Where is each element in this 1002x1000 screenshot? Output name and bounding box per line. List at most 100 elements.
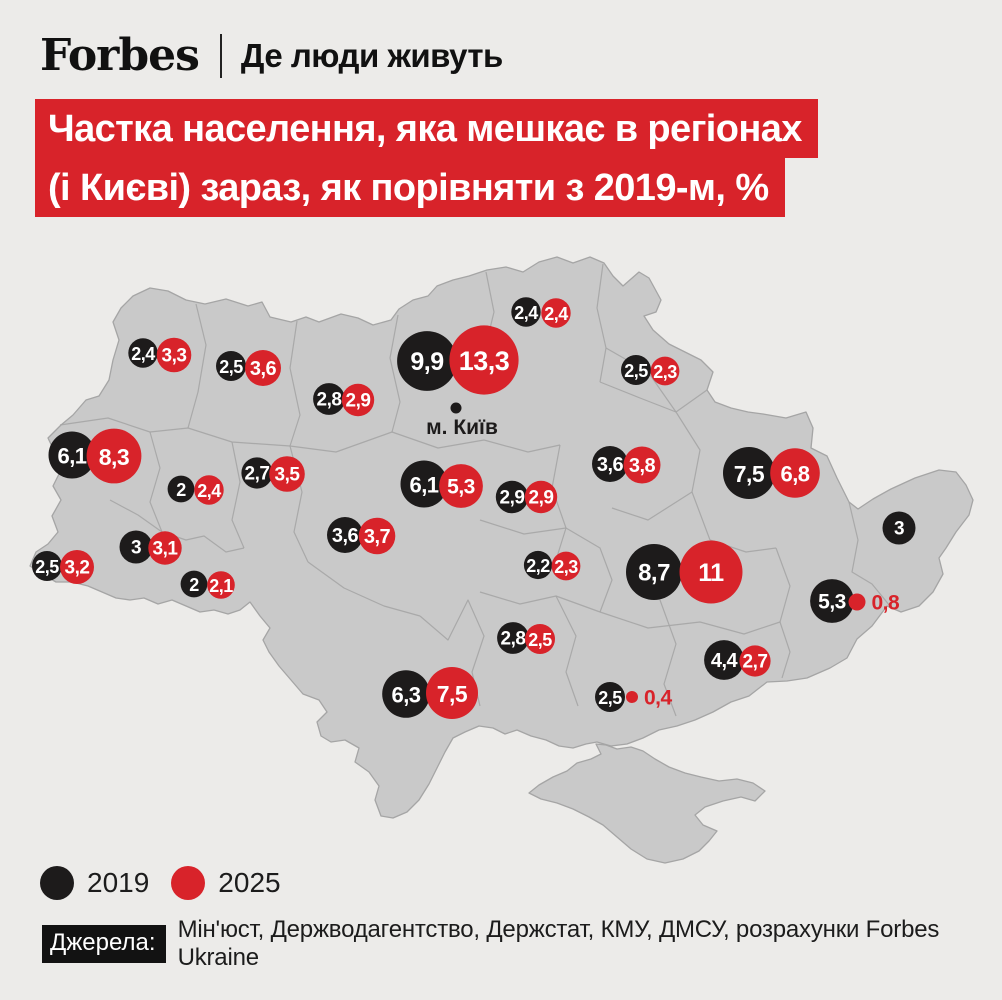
bubble-2025 [551,551,581,581]
region-bubbles: 2,5 3,6 [216,350,281,386]
bubble-2025 [245,350,281,386]
header-tagline: Де люди живуть [240,36,503,74]
bubble-2025 [770,448,820,498]
bubble-2025 [426,667,478,719]
bubble-2025-value: 3,7 [364,526,391,548]
bubble-2025-value: 2,3 [554,557,578,577]
region-bubbles: 2,4 2,4 [511,297,571,328]
region-bubbles: 2,2 2,3 [523,550,581,581]
bubble-2025 [194,475,224,505]
bubble-2019-value: 8,7 [638,560,670,587]
bubble-2025 [60,550,94,584]
bubble-2019-value: 2,8 [317,390,342,411]
bubble-2025-value: 2,9 [346,391,371,412]
region-bubbles: 4,4 2,7 [704,640,771,680]
bubble-2019 [704,640,744,680]
bubble-2019-value: 9,9 [410,348,443,376]
header-divider [219,33,222,78]
region-bubbles: 2,5 3,2 [32,550,94,584]
bubble-2019 [511,297,541,327]
bubble-2019 [241,457,273,489]
kyiv-label: м. Київ [426,416,498,439]
bubble-2019-value: 2,4 [514,303,538,323]
bubble-2019-value: 6,1 [409,473,438,498]
bubble-2019 [32,551,62,581]
bubble-2019 [723,447,775,499]
bubble-2019 [313,383,345,415]
region-bubbles: 3,6 3,8 [592,446,661,484]
region-bubbles: 2,8 2,9 [313,383,375,417]
bubble-2025-value: 6,8 [780,462,809,487]
bubble-2025 [739,645,771,677]
source-label: Джерела: [42,925,166,963]
bubble-2025 [525,624,555,654]
bubble-2025 [148,531,182,565]
bubble-2025 [679,540,743,604]
bubble-2019-value: 2,8 [501,629,526,650]
bubble-2019 [48,431,96,479]
region-bubbles: 2,7 3,5 [241,456,305,492]
bubble-2025 [269,456,305,492]
region-bubbles: 2,5 2,3 [621,355,680,386]
bubble-2019 [810,579,854,623]
bubble-2019-value: 3,6 [597,454,624,476]
forbes-logo: Forbes [40,30,200,81]
bubble-2019 [595,682,625,712]
bubble-2025 [439,464,483,508]
bubble-2025-value: 3,3 [162,346,187,367]
bubble-2025 [358,517,396,555]
bubble-2025 [156,337,192,373]
bubble-2025 [524,480,558,514]
kyiv-dot [450,402,462,414]
bubble-2019 [167,475,195,503]
bubble-2019-value: 5,3 [818,591,846,614]
bubble-2025-value: 3,5 [275,465,301,486]
legend-swatch-2019 [40,866,74,900]
bubble-2019-value: 3 [131,538,141,559]
bubble-2025-value: 0,8 [871,592,900,615]
region-bubbles: 2 2,1 [180,570,235,599]
bubble-2019-value: 2,5 [219,357,243,377]
title-line-1: Частка населення, яка мешкає в регіонах [35,99,818,158]
bubble-2019-value: 2,2 [526,556,550,576]
bubble-2025 [650,356,680,386]
region-bubbles: 2,5 0,4 [595,682,673,712]
bubble-2025-value: 5,3 [447,476,475,499]
bubble-2019-value: 2,5 [598,688,622,708]
region-bubbles: 3 [882,511,916,545]
bubble-2019 [626,544,682,600]
bubble-2025 [449,325,519,395]
bubble-2025-value: 2,1 [209,576,233,596]
bubble-2019 [327,517,363,553]
bubble-2025-value: 3,6 [250,358,277,380]
bubble-2019-value: 3 [894,519,904,540]
bubble-2019 [216,351,246,381]
legend-item-2025: 2025 [171,866,281,900]
bubble-2025-value: 2,9 [529,488,554,509]
bubble-2019-value: 2,5 [35,557,59,577]
bubble-2019-value: 2,7 [245,464,270,485]
bubble-2025-value: 0,4 [644,687,673,710]
region-bubbles: 6,3 7,5 [382,667,478,719]
legend: 2019 2025 [40,866,281,900]
title-line-2: (і Києві) зараз, як порівняти з 2019-м, … [35,158,785,217]
bubble-2019 [180,570,208,598]
region-bubbles: 3 3,1 [119,530,182,565]
title-banner: Частка населення, яка мешкає в регіонах … [35,99,818,217]
bubble-2019 [621,355,651,385]
bubble-2019-value: 2 [176,480,186,500]
bubble-2025 [623,446,661,484]
bubble-2025-value: 8,3 [99,444,129,470]
bubble-2025-value: 3,8 [629,455,656,477]
bubble-2025-value: 2,4 [197,481,221,501]
bubble-2019-value: 3,6 [332,525,359,547]
header: Forbes Де люди живуть [40,30,503,81]
bubble-2025 [86,428,142,484]
region-bubbles: 6,1 5,3 [400,460,483,508]
region-bubbles: 2,9 2,9 [495,480,558,514]
bubble-2019 [397,331,457,391]
bubble-2025 [848,593,866,611]
source-text: Мін'юст, Держводагентство, Держстат, КМУ… [177,916,940,971]
bubble-2019-value: 6,3 [391,683,420,708]
